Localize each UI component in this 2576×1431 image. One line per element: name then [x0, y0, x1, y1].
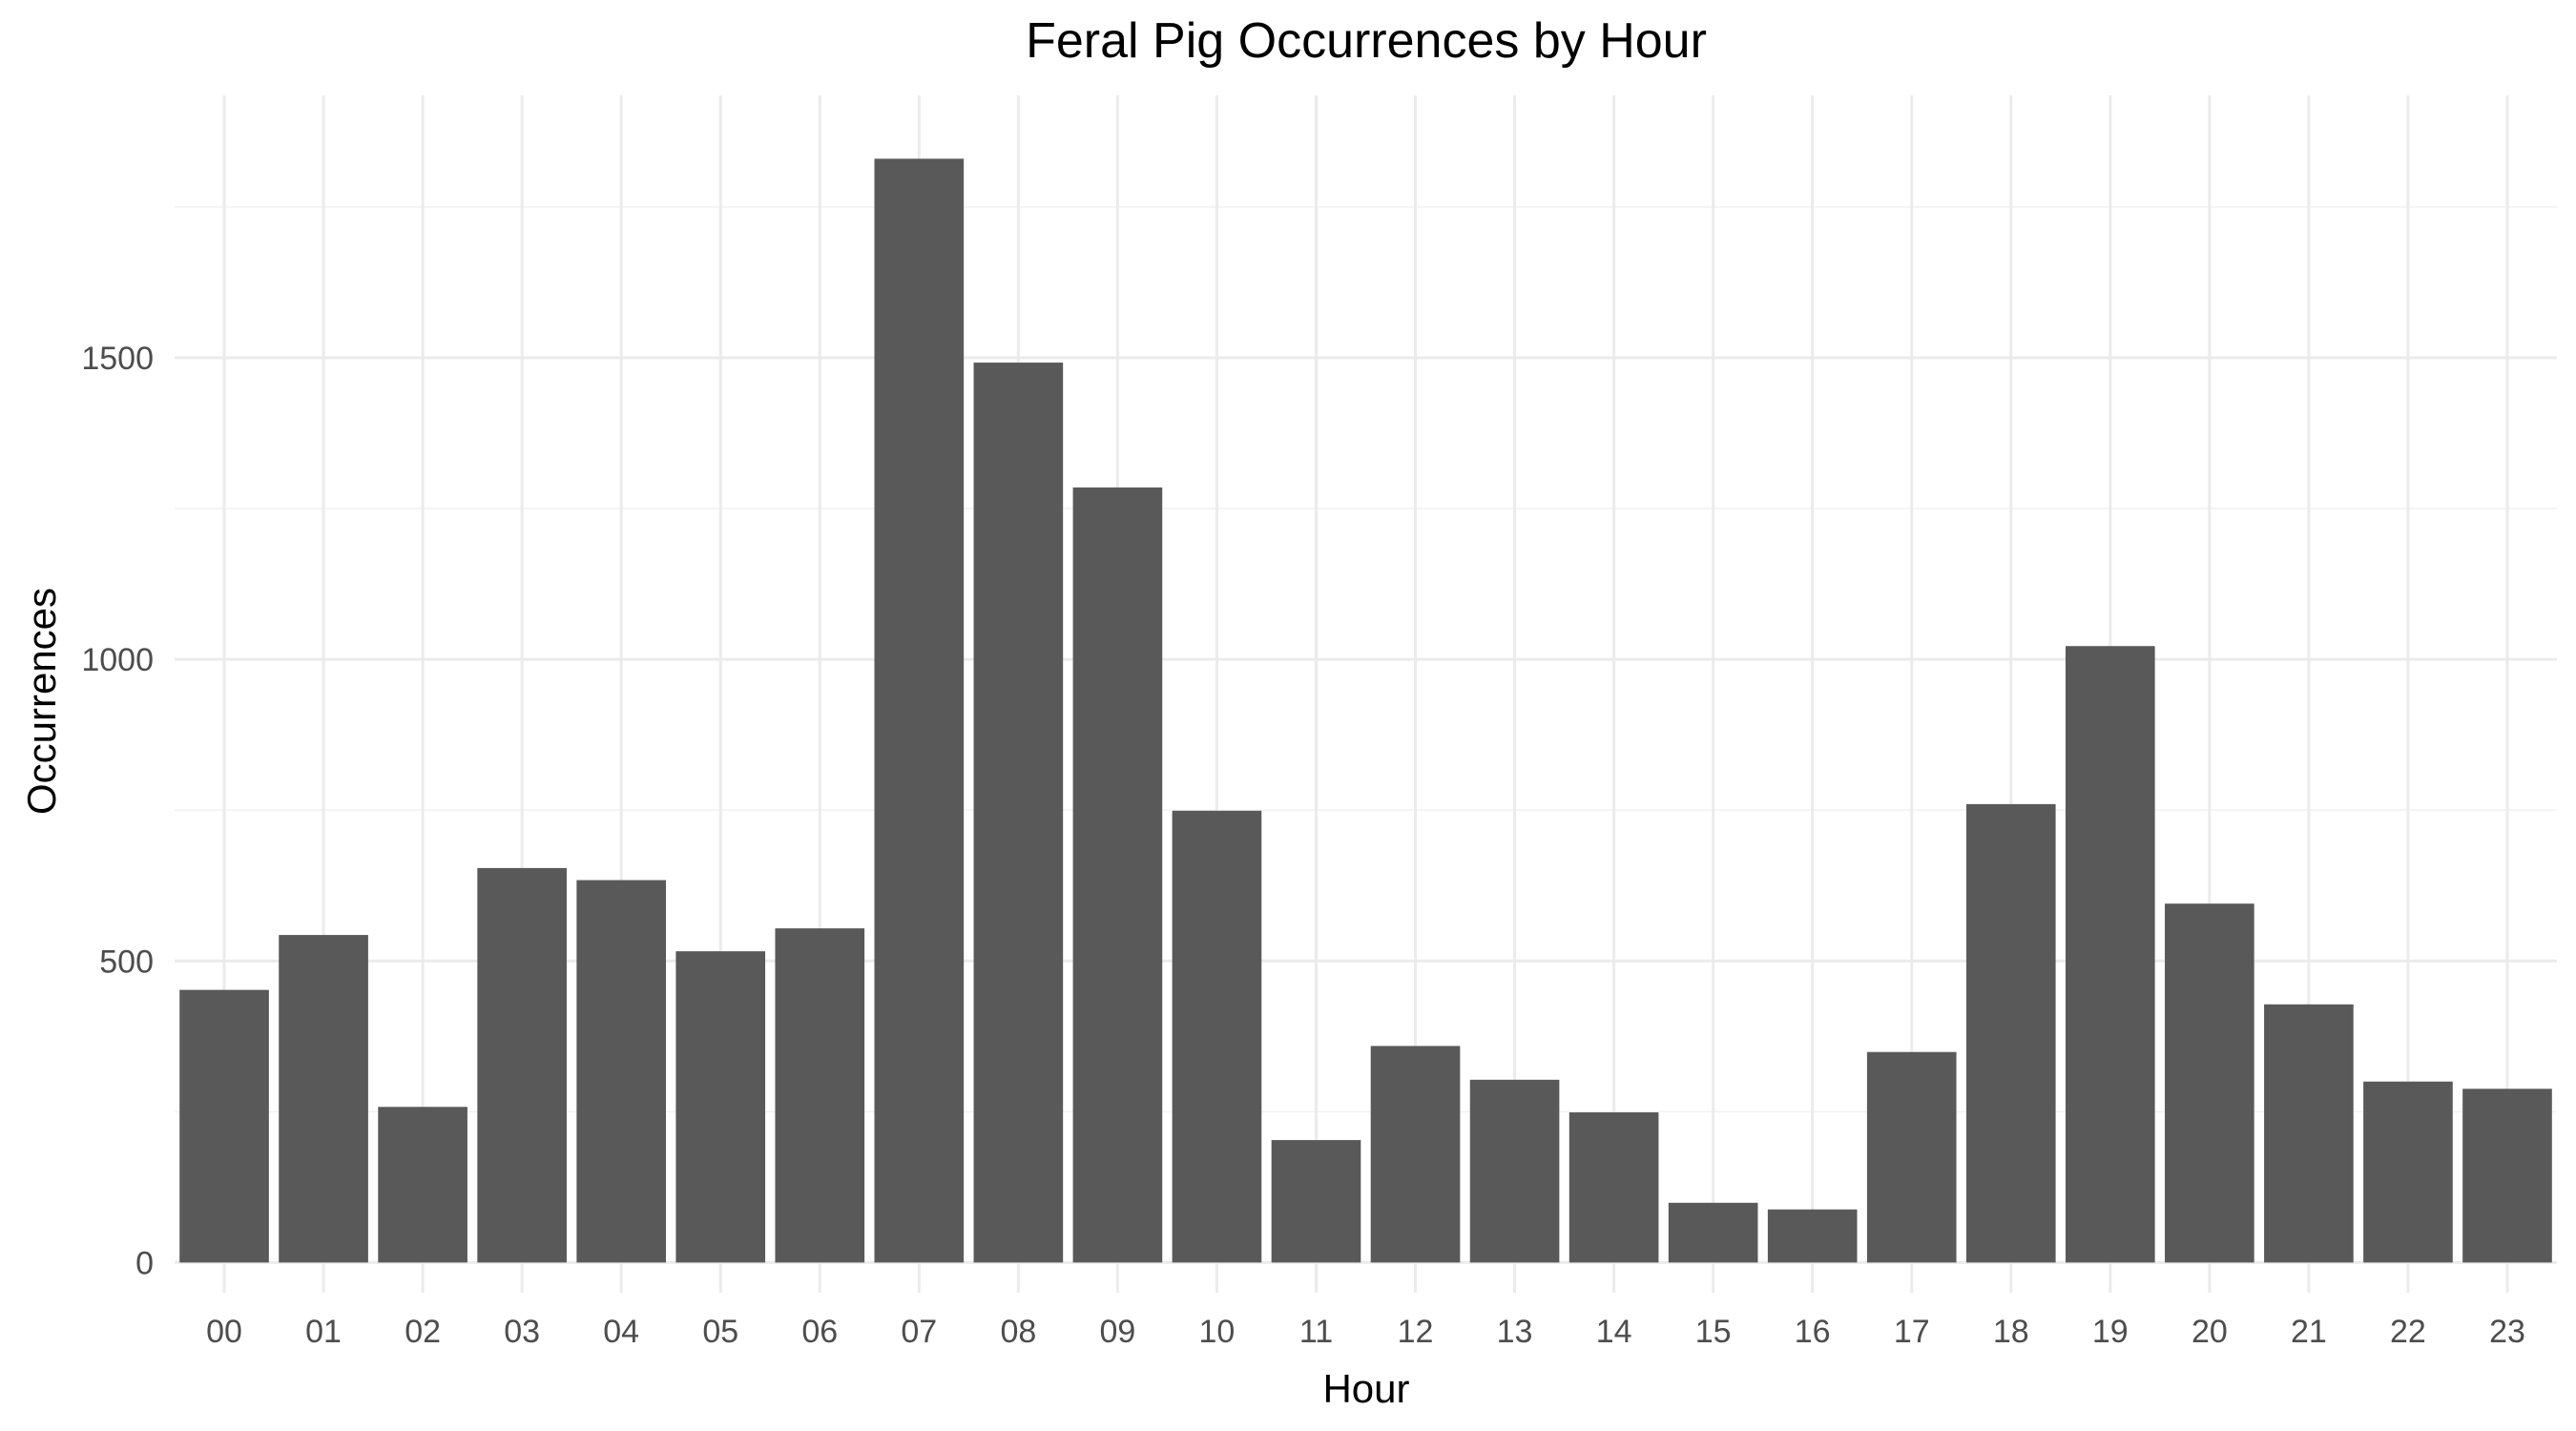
- bar-08: [973, 363, 1064, 1263]
- bar-18: [1965, 803, 2056, 1263]
- x-axis-title: Hour: [1322, 1366, 1409, 1411]
- x-tick-label: 00: [206, 1314, 242, 1350]
- y-tick-label: 1500: [81, 341, 154, 377]
- bar-10: [1172, 810, 1262, 1263]
- bar-07: [874, 158, 965, 1263]
- y-axis-title: Occurrences: [19, 588, 64, 815]
- bar-02: [378, 1107, 467, 1263]
- bar-22: [2363, 1081, 2453, 1263]
- x-tick-label: 13: [1497, 1314, 1533, 1350]
- y-tick-label: 0: [135, 1245, 154, 1281]
- x-tick-label: 04: [603, 1314, 639, 1350]
- x-tick-label: 09: [1099, 1314, 1135, 1350]
- x-tick-label: 11: [1299, 1314, 1333, 1350]
- bar-19: [2065, 646, 2155, 1263]
- x-tick-label: 10: [1199, 1314, 1236, 1350]
- bar-17: [1866, 1051, 1957, 1263]
- bar-06: [775, 928, 865, 1263]
- bar-11: [1271, 1140, 1361, 1263]
- y-tick-label: 1000: [81, 642, 154, 678]
- x-tick-label: 14: [1596, 1314, 1632, 1350]
- x-tick-label: 07: [901, 1314, 937, 1350]
- x-tick-label: 19: [2092, 1314, 2129, 1350]
- bars: [179, 158, 2552, 1263]
- bar-12: [1370, 1046, 1461, 1263]
- bar-04: [576, 880, 667, 1263]
- x-tick-label: 17: [1894, 1314, 1930, 1350]
- x-tick-label: 01: [305, 1314, 342, 1350]
- x-tick-label: 02: [405, 1314, 441, 1350]
- x-tick-labels: 00 01 02 03 04 05 06 07 08 09 10 11 12 13 14 15 16 17 18 19…: [206, 1314, 2525, 1350]
- x-tick-label: 18: [1993, 1314, 2029, 1350]
- bar-15: [1668, 1202, 1758, 1263]
- bar-09: [1072, 487, 1163, 1263]
- bar-01: [279, 935, 368, 1263]
- x-tick-label: 06: [801, 1314, 838, 1350]
- x-tick-label: 22: [2390, 1314, 2426, 1350]
- bar-21: [2264, 1004, 2354, 1263]
- bar-20: [2165, 903, 2254, 1263]
- y-tick-labels: 0 500 1000 1500: [81, 341, 154, 1281]
- bar-14: [1568, 1111, 1659, 1263]
- chart-title: Feral Pig Occurrences by Hour: [1026, 13, 1707, 69]
- bar-23: [2462, 1089, 2552, 1263]
- x-tick-label: 08: [1000, 1314, 1036, 1350]
- x-tick-label: 20: [2192, 1314, 2228, 1350]
- bar-00: [179, 989, 269, 1263]
- x-tick-label: 12: [1398, 1314, 1434, 1350]
- x-tick-label: 23: [2489, 1314, 2525, 1350]
- x-tick-label: 16: [1795, 1314, 1831, 1350]
- x-tick-label: 05: [702, 1314, 738, 1350]
- x-tick-label: 03: [504, 1314, 540, 1350]
- x-tick-label: 21: [2291, 1314, 2327, 1350]
- y-tick-label: 500: [99, 944, 154, 980]
- bar-16: [1767, 1209, 1858, 1263]
- x-tick-label: 15: [1695, 1314, 1732, 1350]
- bar-13: [1469, 1079, 1560, 1263]
- bar-05: [675, 951, 766, 1263]
- bar-03: [477, 867, 567, 1263]
